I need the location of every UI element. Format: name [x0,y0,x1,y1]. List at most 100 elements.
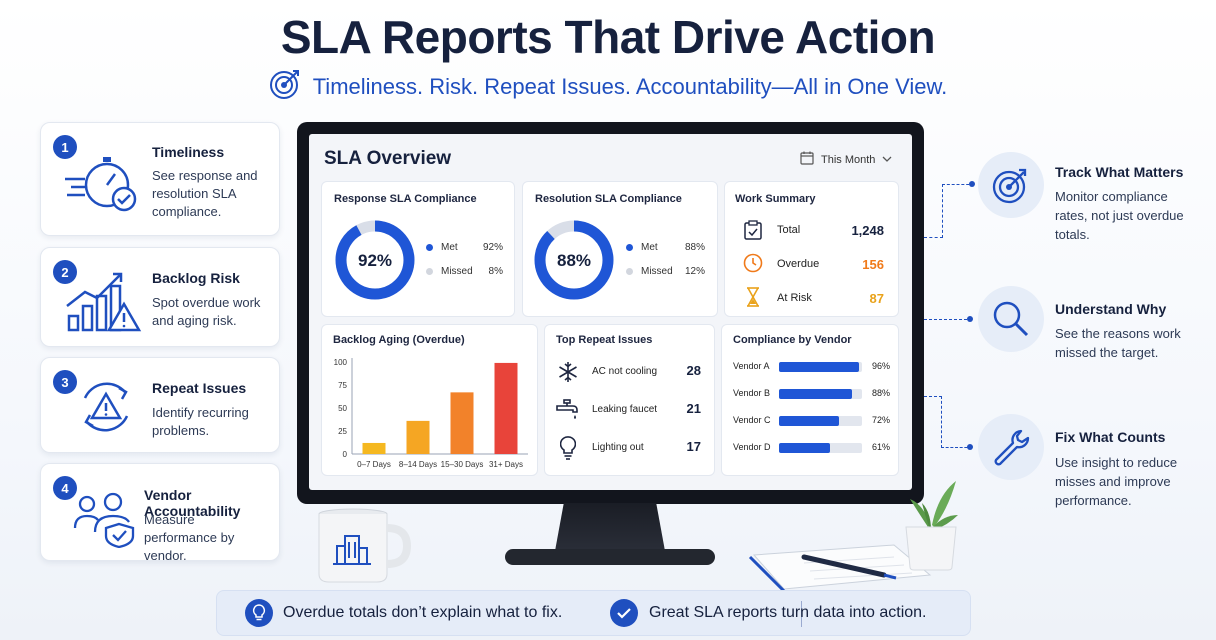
response-met-legend: Met [426,242,458,253]
notebook-and-pen [744,535,934,596]
benefit-title: Fix What Counts [1055,429,1166,445]
vendor-shield-icon [73,486,139,553]
x-tick-label: 31+ Days [489,460,523,469]
work-summary-row: Total 1,248 [742,218,884,242]
resolution-missed-legend: Missed [626,266,673,277]
x-tick-label: 15–30 Days [441,460,484,469]
vendor-bar-fill [779,389,853,399]
period-label: This Month [821,153,876,166]
connector-line [924,396,942,397]
backlog-aging-title: Backlog Aging (Overdue) [333,334,465,346]
y-tick-label: 75 [338,381,347,390]
work-summary-row: Overdue 156 [742,252,884,276]
recurring-warning-icon [75,376,137,443]
bar [494,362,518,454]
connector-line [924,319,972,320]
vendor-percent: 61% [871,442,890,452]
resolution-center-value: 88% [556,251,592,270]
bar [450,392,474,454]
vendor-compliance-title: Compliance by Vendor [733,334,852,346]
response-missed-value: 8% [488,266,503,277]
period-dropdown[interactable]: This Month [800,151,892,168]
y-tick-label: 100 [334,358,348,367]
feature-card-repeat-issues: 3 Repeat Issues Identify recurring probl… [40,357,280,453]
response-center-value: 92% [357,251,393,270]
vendor-label: Vendor B [733,388,771,398]
feature-title: Repeat Issues [152,380,247,396]
lightbulb-icon [245,599,273,627]
repeat-issues-title: Top Repeat Issues [556,334,653,346]
target-icon [269,68,301,105]
vendor-bar-track [779,443,862,453]
lightbulb-icon [559,436,577,465]
vendor-percent: 88% [871,388,890,398]
resolution-sla-title: Resolution SLA Compliance [535,193,682,205]
resolution-met-value: 88% [684,242,705,253]
vendor-bar-track [779,362,862,372]
feature-description: Spot overdue work and aging risk. [152,295,261,328]
vendor-label: Vendor C [733,415,771,425]
feature-description: Identify recurring problems. [152,405,249,438]
backlog-aging-chart: 100 75 50 25 0 0–7 Days 8–14 Days 15–30 Days 31+… [334,358,528,469]
repeat-issue-row: AC not cooling 28 [556,359,701,385]
benefit-description: Use insight to reduce misses and improve… [1055,455,1178,508]
bar [362,442,386,454]
benefit-title: Understand Why [1055,301,1167,317]
check-circle-icon [610,599,638,627]
work-summary-panel [724,181,899,317]
vendor-label: Vendor A [733,361,770,371]
connector-line [942,184,943,238]
target-icon [978,152,1044,218]
page-title: SLA Reports That Drive Action [280,11,936,63]
clipboard-check-icon [744,220,762,245]
work-summary-row: At Risk 87 [742,286,884,310]
response-sla-title: Response SLA Compliance [334,193,477,205]
resolution-met-legend: Met [626,242,658,253]
y-tick-label: 25 [338,427,347,436]
vendor-percent: 96% [871,361,890,371]
benefit-description: Monitor compliance rates, not just overd… [1055,189,1184,242]
wrench-icon [978,414,1044,480]
work-summary-title: Work Summary [735,193,816,205]
monitor-stand [555,503,665,551]
response-missed-legend: Missed [426,266,473,277]
vendor-bar-fill [779,362,859,372]
feature-card-timeliness: 1 Timeliness See response and resolution… [40,122,280,236]
snowflake-icon [558,361,578,388]
vendor-bar-track [779,389,862,399]
connector-dot [967,316,973,322]
stopwatch-icon [63,147,143,222]
x-tick-label: 0–7 Days [357,460,391,469]
calendar-icon [800,151,814,168]
bottom-banner: Overdue totals don’t explain what to fix… [216,590,971,636]
feature-description: Measure performance by vendor. [144,512,235,563]
connector-line [924,237,943,238]
feature-card-backlog-risk: 2 Backlog Risk Spot overdue work and agi… [40,247,280,347]
feature-title: Timeliness [152,144,225,160]
vendor-compliance-panel [721,324,899,476]
coffee-mug [315,508,415,589]
repeat-issue-row: Lighting out 17 [556,435,701,461]
response-donut [335,220,415,300]
monitor-base [505,549,715,565]
connector-dot [969,181,975,187]
potted-plant [900,475,962,576]
repeat-issue-row: Leaking faucet 21 [556,397,701,423]
bar [406,420,430,454]
vendor-bar-fill [779,416,839,426]
feature-number: 1 [53,135,77,159]
magnifier-icon [978,286,1044,352]
benefit-title: Track What Matters [1055,164,1184,180]
faucet-icon [556,398,580,427]
benefit-description: See the reasons work missed the target. [1055,326,1181,360]
clock-icon [743,253,763,278]
feature-card-vendor-accountability: 4 Vendor Accountability Measure performa… [40,463,280,563]
hourglass-icon [746,287,760,312]
resolution-missed-value: 12% [684,266,705,277]
connector-dot [967,444,973,450]
feature-title: Backlog Risk [152,270,240,286]
connector-line [942,184,974,185]
connector-line [941,396,942,448]
banner-left-text: Overdue totals don’t explain what to fix… [283,604,563,621]
resolution-donut [534,220,614,300]
